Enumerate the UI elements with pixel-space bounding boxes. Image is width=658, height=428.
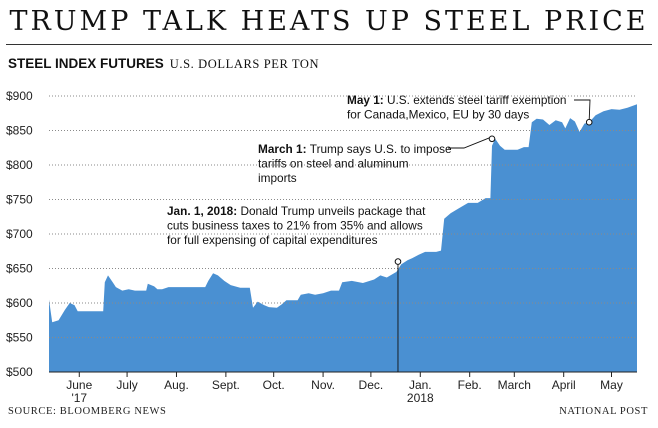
x-tick-sublabel: 2018 (407, 391, 434, 405)
annotation-text: Jan. 1, 2018: Donald Trump unveils packa… (167, 204, 426, 247)
annotation-leader (574, 99, 591, 123)
y-tick-label: $900 (6, 89, 33, 103)
x-tick-label: Jan. (409, 378, 432, 392)
annotation-line: cuts business taxes to 21% from 35% and … (167, 219, 423, 233)
annotation-date: March 1: (258, 142, 310, 156)
page-title: TRUMP TALK HEATS UP STEEL PRICE (9, 6, 649, 37)
y-tick-label: $750 (6, 193, 33, 207)
x-tick-label: Aug. (164, 378, 189, 392)
annotation-line: imports (258, 171, 297, 185)
x-tick-label: June (66, 378, 92, 392)
annotation-leader (448, 136, 493, 149)
y-tick-label: $550 (6, 331, 33, 345)
annotation-line: tariffs on steel and aluminum (258, 157, 409, 171)
y-tick-label: $650 (6, 262, 33, 276)
source-note: SOURCE: BLOOMBERG NEWS (8, 406, 167, 417)
x-tick-sublabel: '17 (71, 391, 87, 405)
annotation-marker (585, 118, 593, 126)
annotation-line: Donald Trump unveils package that (240, 204, 426, 218)
annotation-line: Trump says U.S. to impose (310, 142, 452, 156)
x-tick-label: Oct. (263, 378, 285, 392)
y-tick-label: $700 (6, 227, 33, 241)
annotation-marker (394, 258, 402, 265)
title-divider (6, 44, 652, 45)
x-tick-label: March (498, 378, 531, 392)
y-tick-label: $850 (6, 124, 33, 138)
x-tick-label: Dec. (359, 378, 384, 392)
annotation-date: Jan. 1, 2018: (167, 204, 240, 218)
annotation-text: March 1: Trump says U.S. to impose tariff… (258, 142, 452, 185)
x-tick-label: Sept. (212, 378, 240, 392)
annotation-line: for Canada,Mexico, EU by 30 days (347, 108, 529, 122)
x-tick-label: May (600, 378, 623, 392)
annotation-marker (488, 135, 496, 143)
annotation-line: U.S. extends steel tariff exemption (387, 93, 566, 107)
price-area (49, 104, 637, 373)
y-tick-label: $800 (6, 158, 33, 172)
annotation-date: May 1: (347, 93, 387, 107)
x-tick-label: July (116, 378, 137, 392)
credit-note: NATIONAL POST (559, 406, 648, 417)
subtitle-units: U.S. DOLLARS PER TON (169, 57, 320, 71)
annotation-line: for full expensing of capital expenditur… (167, 233, 378, 247)
subtitle-series-name: STEEL INDEX FUTURES (8, 56, 164, 71)
y-tick-label: $600 (6, 296, 33, 310)
y-tick-label: $500 (6, 365, 33, 379)
chart-subtitle: STEEL INDEX FUTURES U.S. DOLLARS PER TON (8, 56, 319, 72)
x-tick-label: Nov. (311, 378, 335, 392)
x-tick-label: April (552, 378, 576, 392)
x-tick-label: Feb. (458, 378, 482, 392)
annotation-text: May 1: U.S. extends steel tariff exempti… (347, 93, 566, 122)
